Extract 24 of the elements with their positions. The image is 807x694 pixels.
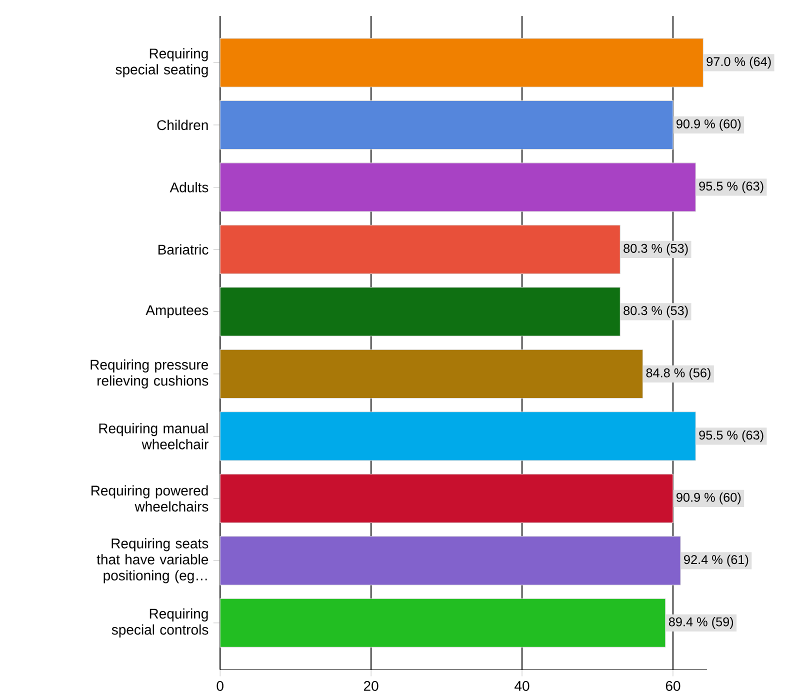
y-tick-label: Adults — [170, 182, 208, 193]
y-tick-label: Requiring seats that have variable positioning (eg… — [96, 538, 208, 584]
x-tick-label: 0 — [216, 681, 224, 692]
y-tick-label: Children — [157, 120, 208, 130]
x-tick-label: 20 — [364, 681, 378, 692]
x-tick-label: 60 — [666, 681, 680, 692]
y-tick-label: Requiring special seating — [116, 48, 208, 78]
data-label: 97.0 % (64) — [706, 56, 771, 69]
data-label: 90.9 % (60) — [676, 119, 741, 132]
data-label: 90.9 % (60) — [676, 492, 741, 505]
y-tick-label: Requiring pressure relieving cushions — [90, 360, 208, 389]
data-label: 92.4 % (61) — [684, 554, 748, 567]
data-label: 80.3 % (53) — [624, 244, 688, 256]
data-label: 95.5 % (63) — [699, 430, 764, 442]
data-label: 80.3 % (53) — [624, 306, 688, 318]
data-label: 89.4 % (59) — [668, 617, 734, 630]
data-label: 84.8 % (56) — [646, 368, 710, 380]
y-tick-label: Requiring manual wheelchair — [99, 423, 208, 450]
y-tick-label: Requiring powered wheelchairs — [92, 485, 208, 512]
y-tick-label: Bariatric — [158, 244, 208, 255]
x-tick-label: 40 — [514, 681, 530, 692]
y-tick-label: Amputees — [146, 306, 208, 318]
data-label: 95.5 % (63) — [699, 181, 764, 194]
y-tick-label: Requiring special controls — [112, 608, 208, 638]
